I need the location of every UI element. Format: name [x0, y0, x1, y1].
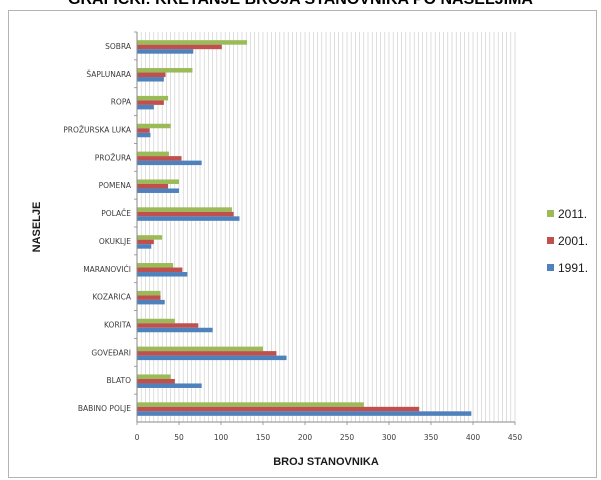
bar-2001-0 — [137, 44, 222, 50]
y-tick-label: KORITA — [104, 321, 132, 330]
bar-2011-6 — [137, 207, 232, 212]
y-tick-label: ŠAPLUNARA — [86, 70, 131, 79]
y-axis-title: NASELJE — [31, 202, 43, 253]
y-tick-label: PROŽURSKA LUKA — [63, 126, 132, 135]
bar-2001-11 — [137, 351, 277, 356]
bar-1991-10 — [137, 327, 213, 333]
bar-1991-3 — [137, 132, 151, 138]
x-tick-label: 300 — [382, 433, 397, 442]
bar-2011-10 — [137, 318, 175, 324]
y-tick-label: GOVEĐARI — [91, 348, 131, 357]
y-tick-label: POMENA — [99, 181, 132, 190]
bar-1991-11 — [137, 355, 287, 361]
bar-2011-2 — [137, 95, 169, 101]
x-tick-label: 250 — [340, 433, 355, 442]
bar-2001-2 — [137, 100, 164, 105]
bar-2001-10 — [137, 323, 199, 328]
bar-1991-0 — [137, 49, 194, 54]
bar-2011-0 — [137, 40, 248, 45]
bar-2011-3 — [137, 123, 171, 129]
y-tick-labels: SOBRA ŠAPLUNARA ROPA PROŽURSKA LUKA PROŽURA P… — [63, 31, 137, 413]
bar-2001-8 — [137, 267, 183, 273]
y-tick-label: MARANOVIĆI — [83, 265, 131, 274]
legend-label: 2011. — [558, 207, 587, 221]
legend-swatch — [547, 237, 554, 244]
bar-2001-4 — [137, 156, 182, 161]
y-tick-label: OKUKLJE — [99, 237, 131, 246]
y-tick-label: ROPA — [111, 98, 132, 107]
x-tick-label: 350 — [424, 433, 439, 442]
bar-2011-12 — [137, 374, 171, 379]
bar-1991-6 — [137, 216, 240, 221]
bar-2011-9 — [137, 290, 161, 296]
legend-swatch — [547, 210, 554, 217]
bar-2001-7 — [137, 239, 154, 245]
bar-1991-8 — [137, 272, 188, 277]
grid-lines — [136, 32, 516, 422]
x-axis-title: BROJ STANOVNIKA — [273, 456, 379, 468]
bar-2011-7 — [137, 235, 163, 240]
bar-2001-3 — [137, 128, 150, 133]
legend-label: 1991. — [558, 261, 588, 275]
bar-marks — [137, 40, 472, 416]
bar-2011-11 — [137, 346, 263, 352]
bar-2011-13 — [137, 402, 364, 407]
bar-2001-13 — [137, 406, 420, 412]
bar-2001-12 — [137, 378, 175, 384]
bar-2011-8 — [137, 263, 174, 268]
x-tick-labels: 0 50 100 150 200 250 300 350 400 450 — [135, 422, 523, 442]
x-tick-label: 400 — [466, 433, 481, 442]
y-tick-label: BLATO — [106, 376, 131, 385]
bar-1991-2 — [137, 104, 154, 110]
x-tick-label: 50 — [174, 433, 184, 442]
bar-1991-5 — [137, 188, 179, 193]
bar-1991-7 — [137, 244, 152, 249]
y-tick-label: KOZARICA — [93, 293, 132, 302]
bar-2011-5 — [137, 179, 179, 184]
bar-2011-1 — [137, 68, 193, 73]
y-tick-label: PROŽURA — [95, 153, 132, 162]
y-tick-label: POLAČE — [101, 209, 131, 218]
bar-1991-12 — [137, 383, 202, 388]
bar-1991-9 — [137, 299, 165, 305]
y-tick-label: BABINO POLJE — [78, 404, 131, 413]
bar-2011-4 — [137, 151, 169, 157]
legend: 2011. 2001. 1991. — [547, 207, 588, 275]
x-tick-label: 100 — [214, 433, 229, 442]
bar-2001-6 — [137, 211, 234, 217]
legend-label: 2001. — [558, 234, 588, 248]
x-tick-label: 200 — [298, 433, 313, 442]
chart-frame — [8, 10, 597, 478]
page-title: GRAFIČKI: KRETANJE BROJA STANOVNIKA PO N… — [0, 0, 601, 11]
y-tick-label: SOBRA — [105, 42, 132, 51]
bar-2001-9 — [137, 295, 161, 300]
x-tick-label: 450 — [508, 433, 523, 442]
bar-1991-1 — [137, 77, 164, 82]
x-tick-label: 0 — [135, 433, 140, 442]
bar-1991-4 — [137, 160, 202, 166]
bar-2001-1 — [137, 72, 166, 78]
legend-swatch — [547, 264, 554, 271]
x-tick-label: 150 — [256, 433, 271, 442]
bar-1991-13 — [137, 411, 472, 416]
bar-2001-5 — [137, 183, 169, 189]
